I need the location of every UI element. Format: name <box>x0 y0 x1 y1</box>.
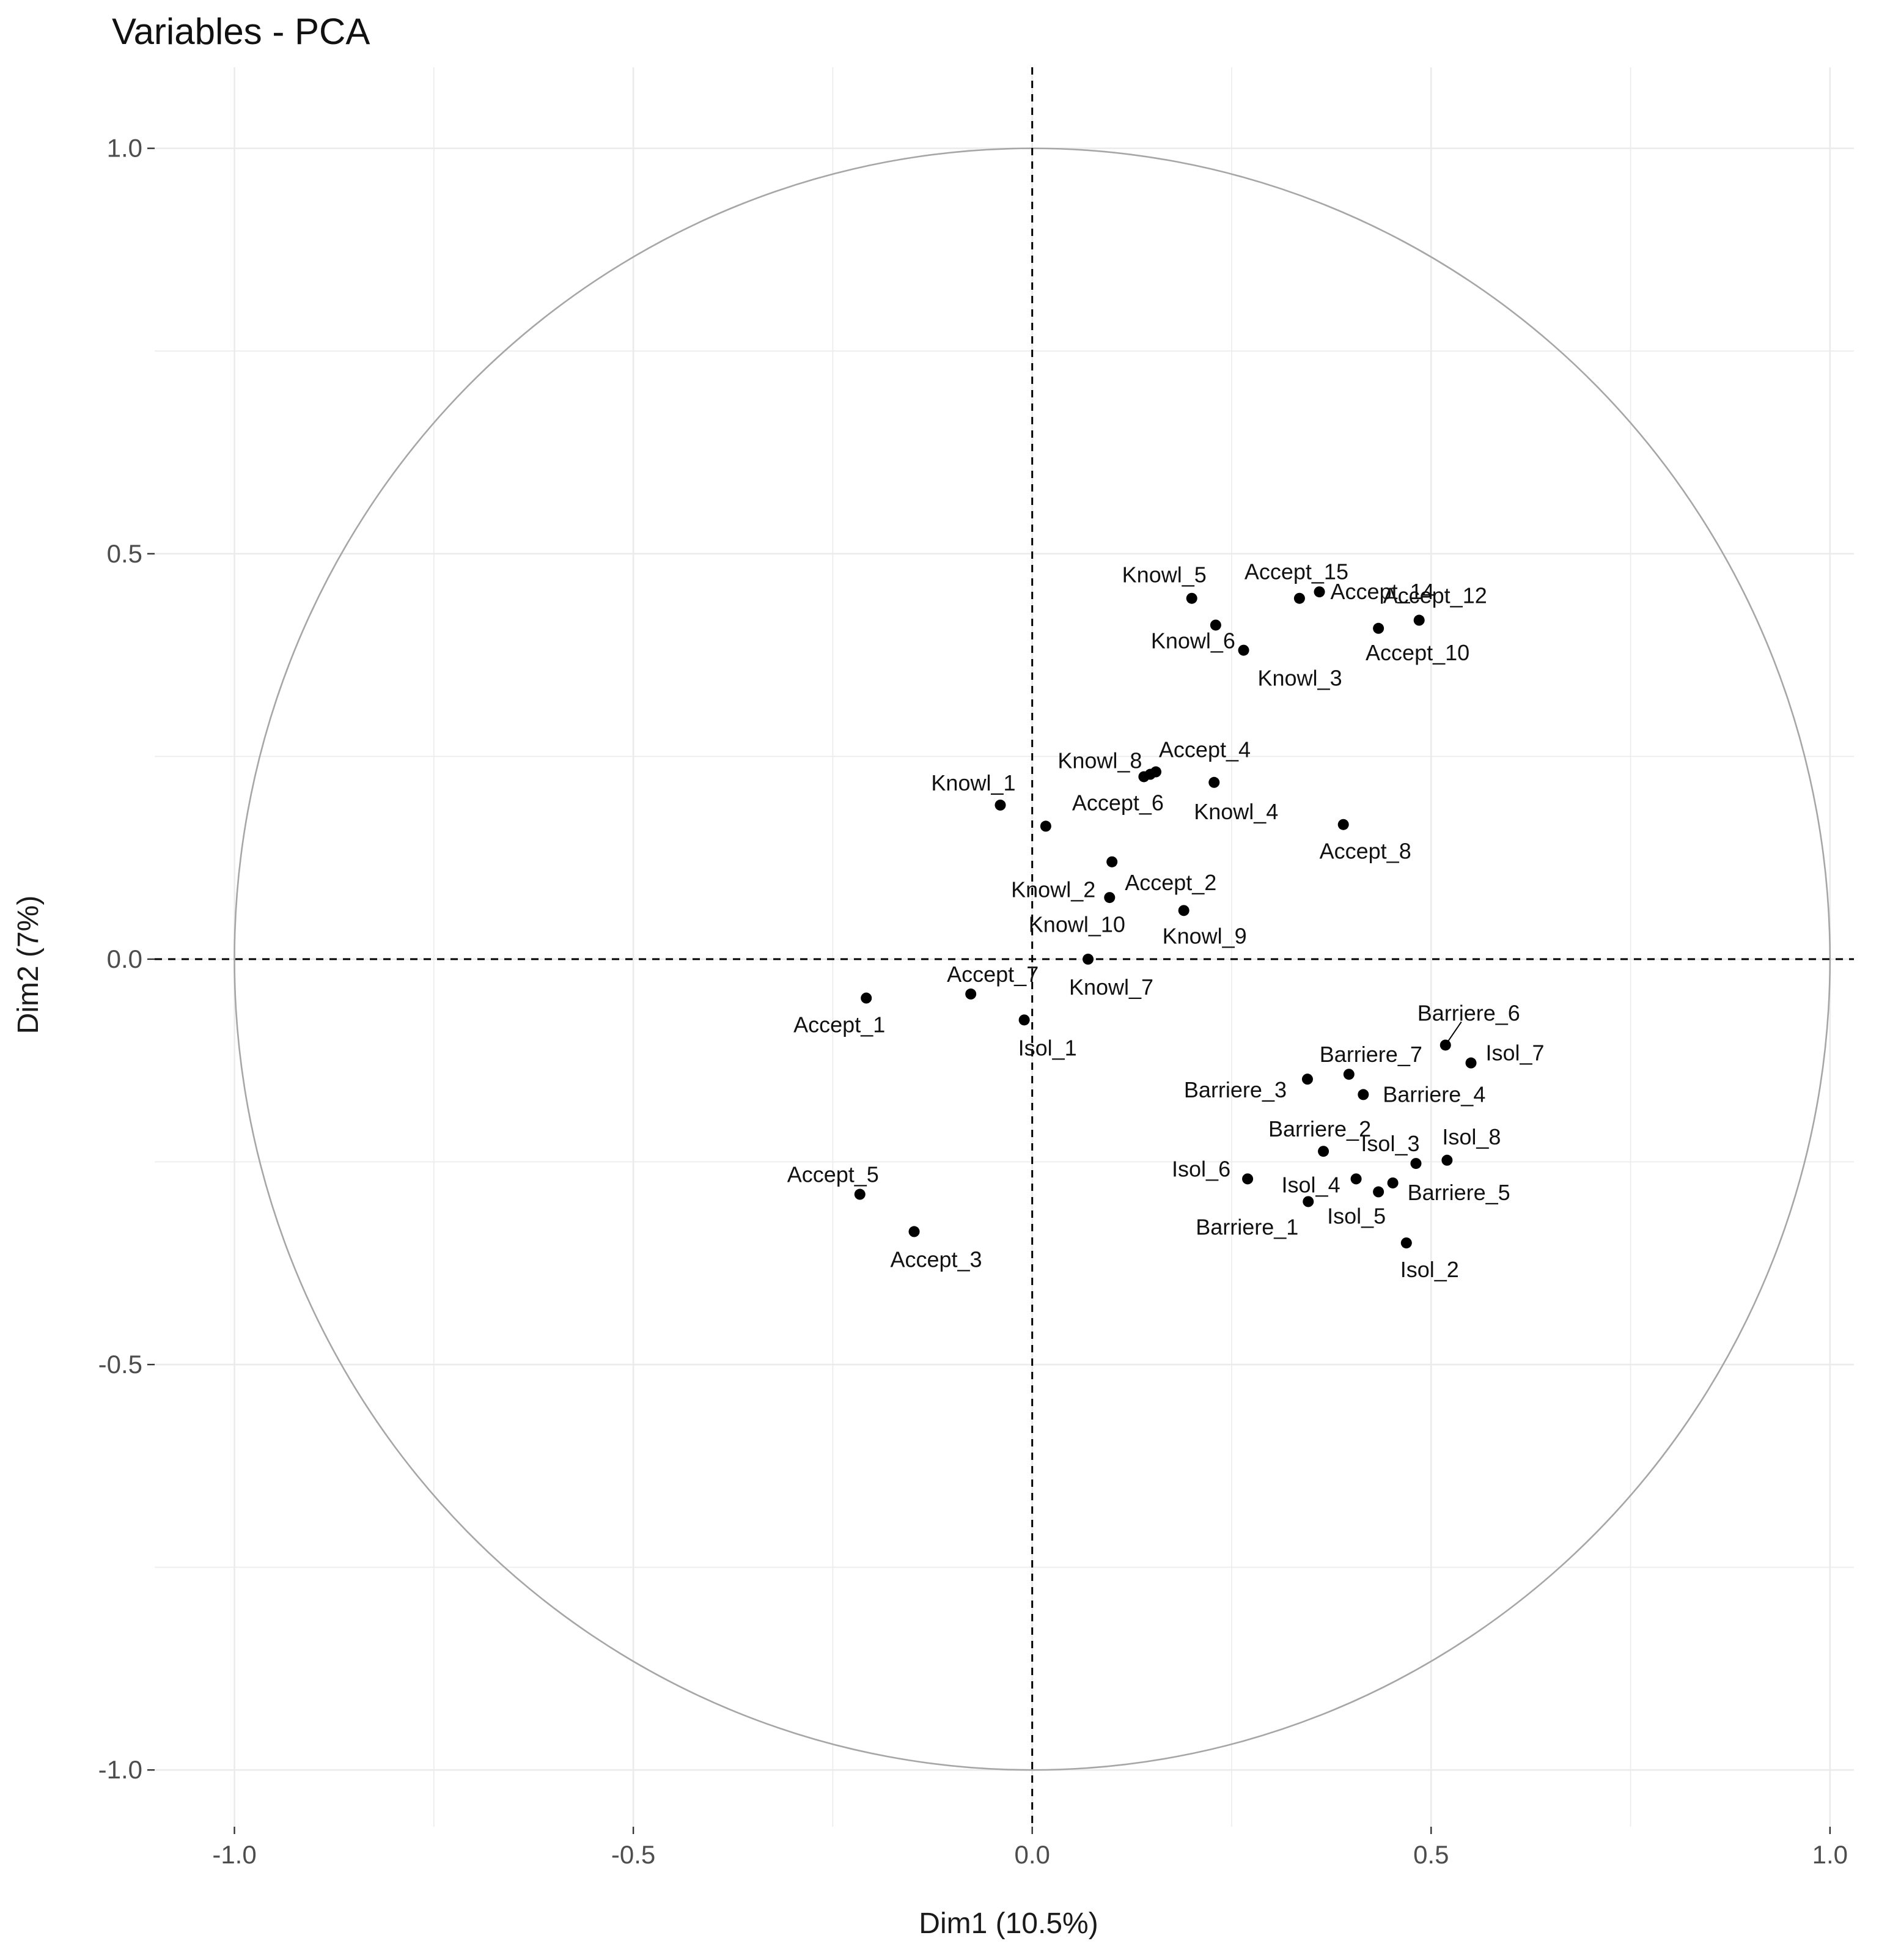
y-tick-label: 0.5 <box>107 539 142 568</box>
label-accept-4: Accept_4 <box>1159 737 1251 762</box>
label-knowl-10: Knowl_10 <box>1029 912 1125 937</box>
label-knowl-7: Knowl_7 <box>1069 974 1153 1000</box>
data-points <box>854 586 1477 1249</box>
point-isol-5 <box>1373 1186 1384 1198</box>
point-isol-8 <box>1441 1154 1453 1166</box>
point-barriere-6 <box>1440 1039 1451 1051</box>
y-tick-label: 1.0 <box>107 134 142 163</box>
label-knowl-1: Knowl_1 <box>931 770 1015 795</box>
point-isol-1 <box>1018 1014 1030 1026</box>
label-knowl-5: Knowl_5 <box>1122 562 1207 588</box>
label-knowl-8: Knowl_8 <box>1057 748 1142 773</box>
label-accept-1: Accept_1 <box>793 1012 885 1037</box>
point-barriere-3 <box>1301 1074 1313 1085</box>
point-knowl-4 <box>1208 776 1220 788</box>
point-isol-4 <box>1350 1173 1362 1185</box>
point-barriere-2 <box>1318 1146 1329 1157</box>
label-isol-8: Isol_8 <box>1442 1124 1501 1149</box>
label-accept-14: Accept_14 <box>1331 579 1435 604</box>
label-barriere-3: Barriere_3 <box>1184 1077 1287 1102</box>
label-accept-2: Accept_2 <box>1125 870 1216 895</box>
label-barriere-4: Barriere_4 <box>1383 1081 1485 1107</box>
x-tick-label: 1.0 <box>1812 1840 1848 1869</box>
point-knowl-2 <box>1106 856 1118 868</box>
point-isol-3 <box>1410 1158 1422 1170</box>
chart-title: Variables - PCA <box>112 11 370 52</box>
label-knowl-3: Knowl_3 <box>1258 666 1342 691</box>
label-knowl-2: Knowl_2 <box>1011 877 1095 902</box>
label-isol-5: Isol_5 <box>1327 1204 1386 1229</box>
point-accept-5 <box>854 1188 866 1200</box>
point-knowl-7 <box>1083 953 1094 965</box>
point-accept-10 <box>1373 622 1384 634</box>
point-accept-15 <box>1293 592 1305 604</box>
x-axis-ticks: -1.0 -0.5 0.0 0.5 1.0 <box>212 1827 1848 1869</box>
y-tick-label: 0.0 <box>107 945 142 973</box>
label-accept-10: Accept_10 <box>1366 640 1469 665</box>
point-barriere-4 <box>1358 1089 1369 1100</box>
label-accept-7: Accept_7 <box>947 962 1039 987</box>
point-accept-2 <box>1104 892 1116 904</box>
x-axis-label: Dim1 (10.5%) <box>919 1907 1098 1940</box>
x-tick-label: -0.5 <box>611 1840 655 1869</box>
point-isol-7 <box>1465 1057 1477 1069</box>
reference-lines <box>155 67 1854 1827</box>
label-isol-2: Isol_2 <box>1400 1257 1459 1282</box>
label-accept-3: Accept_3 <box>890 1247 982 1272</box>
label-barriere-5: Barriere_5 <box>1408 1180 1510 1205</box>
label-accept-6: Accept_6 <box>1072 790 1164 815</box>
point-accept-6 <box>1040 820 1051 832</box>
point-accept-14 <box>1314 586 1325 598</box>
point-knowl-3 <box>1238 644 1249 656</box>
label-isol-7: Isol_7 <box>1485 1041 1544 1066</box>
point-barriere-1 <box>1303 1196 1314 1207</box>
point-barriere-5 <box>1387 1177 1399 1188</box>
point-barriere-7 <box>1343 1069 1355 1080</box>
y-axis-label: Dim2 (7%) <box>12 896 45 1034</box>
point-knowl-10 <box>1144 768 1156 780</box>
label-accept-15: Accept_15 <box>1245 559 1348 584</box>
label-isol-6: Isol_6 <box>1172 1156 1230 1181</box>
point-knowl-5 <box>1186 592 1197 604</box>
point-knowl-1 <box>995 799 1006 811</box>
x-tick-label: 0.0 <box>1014 1840 1050 1869</box>
label-accept-8: Accept_8 <box>1320 839 1411 864</box>
y-tick-label: -1.0 <box>98 1755 142 1784</box>
point-labels: Knowl_5 Accept_15 Accept_12 Knowl_6 Accept_1… <box>787 559 1545 1282</box>
plot-panel <box>155 67 1854 1827</box>
x-tick-label: -1.0 <box>212 1840 256 1869</box>
point-knowl-9 <box>1178 905 1190 916</box>
label-isol-4: Isol_4 <box>1282 1172 1340 1197</box>
point-isol-2 <box>1400 1237 1412 1249</box>
label-accept-5: Accept_5 <box>787 1162 879 1187</box>
label-barriere-6: Barriere_6 <box>1417 1000 1520 1025</box>
label-knowl-4: Knowl_4 <box>1194 799 1278 824</box>
x-tick-label: 0.5 <box>1413 1840 1449 1869</box>
point-accept-1 <box>861 992 872 1004</box>
point-accept-7 <box>965 988 977 1000</box>
label-knowl-6: Knowl_6 <box>1151 628 1235 653</box>
label-isol-1: Isol_1 <box>1018 1035 1077 1060</box>
label-barriere-1: Barriere_1 <box>1196 1214 1298 1239</box>
point-accept-8 <box>1337 819 1349 830</box>
label-isol-3: Isol_3 <box>1361 1131 1419 1156</box>
point-isol-6 <box>1242 1173 1254 1185</box>
point-knowl-6 <box>1210 619 1221 631</box>
label-knowl-9: Knowl_9 <box>1163 923 1247 948</box>
y-axis-ticks: -1.0 -0.5 0.0 0.5 1.0 <box>98 134 155 1784</box>
label-accept-12: Accept_12 <box>1383 583 1487 608</box>
label-barriere-2: Barriere_2 <box>1268 1116 1371 1141</box>
label-barriere-7: Barriere_7 <box>1320 1042 1422 1067</box>
point-accept-12 <box>1413 614 1425 626</box>
point-accept-3 <box>908 1226 920 1237</box>
y-tick-label: -0.5 <box>98 1350 142 1379</box>
